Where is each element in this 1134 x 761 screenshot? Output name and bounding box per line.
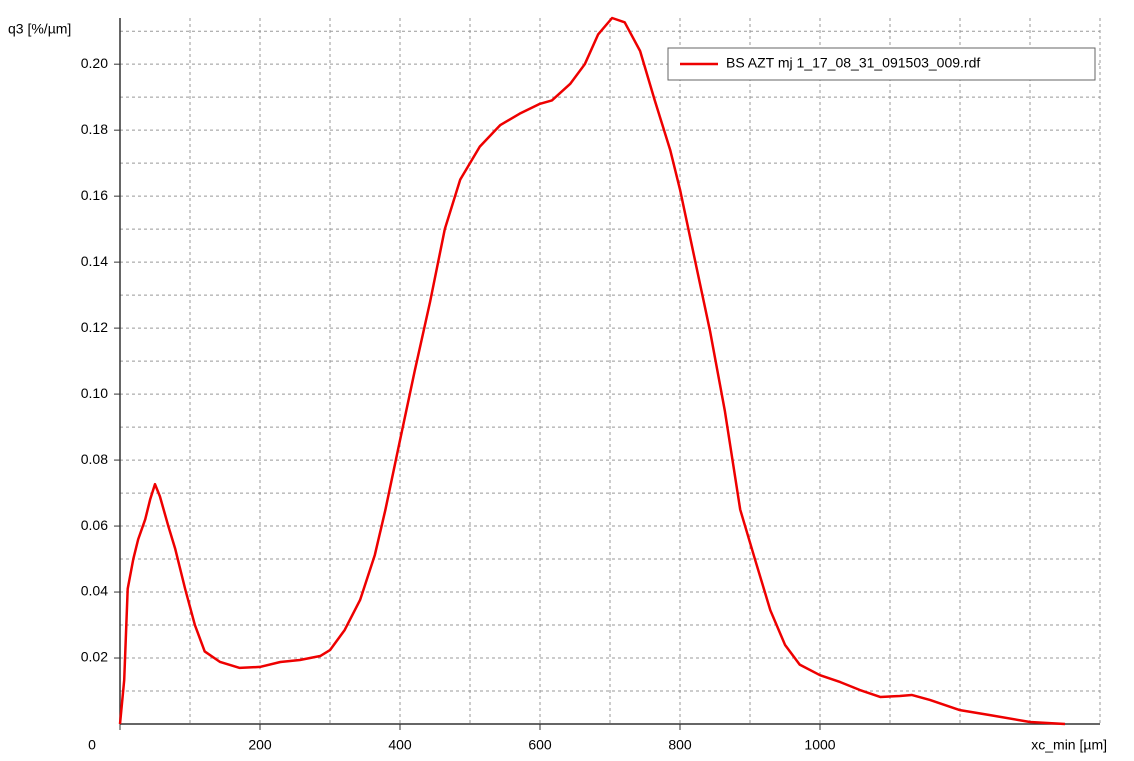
y-tick-label: 0.06 — [81, 517, 108, 533]
x-axis-label: xc_min [µm] — [1031, 737, 1107, 753]
x-tick-label: 400 — [388, 737, 412, 753]
y-axis-label: q3 [%/µm] — [8, 21, 71, 37]
y-tick-label: 0.08 — [81, 451, 108, 467]
x-tick-label: 0 — [88, 737, 96, 753]
x-tick-label: 600 — [528, 737, 552, 753]
y-tick-label: 0.12 — [81, 319, 108, 335]
y-tick-label: 0.18 — [81, 121, 108, 137]
data-line — [118, 16, 1066, 726]
y-tick-label: 0.02 — [81, 649, 108, 665]
legend-box — [667, 47, 1096, 81]
x-tick-label: 800 — [668, 737, 692, 753]
x-tick-label: 200 — [248, 737, 272, 753]
y-tick-label: 0.16 — [81, 187, 108, 203]
y-tick-label: 0.20 — [81, 55, 108, 71]
y-tick-label: 0.14 — [81, 253, 108, 269]
legend-label: BS AZT mj 1_17_08_31_091503_009.rdf — [726, 55, 980, 71]
x-tick-label: 1000 — [804, 737, 835, 753]
y-tick-label: 0.10 — [81, 385, 108, 401]
y-tick-label: 0.04 — [81, 583, 108, 599]
